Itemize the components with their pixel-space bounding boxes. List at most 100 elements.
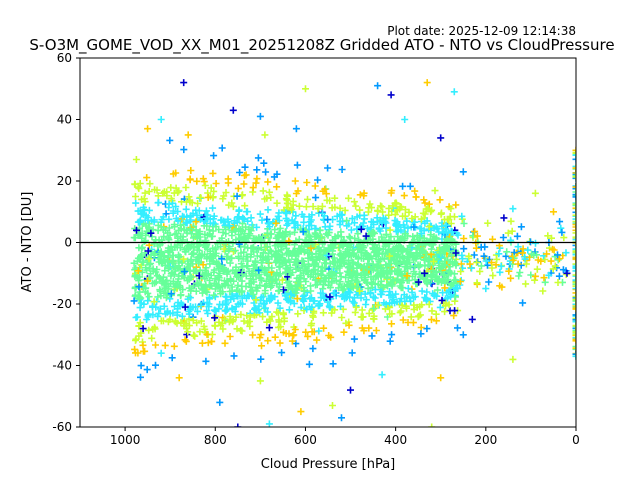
data-point	[278, 276, 286, 284]
data-point	[199, 261, 207, 269]
data-point	[375, 225, 383, 233]
data-point	[410, 254, 418, 262]
data-point	[572, 343, 576, 350]
data-point	[186, 225, 194, 233]
data-point	[401, 230, 409, 238]
data-point	[228, 283, 236, 291]
data-point	[452, 261, 460, 269]
data-point	[372, 327, 380, 334]
data-point	[256, 377, 264, 385]
data-point	[283, 295, 291, 303]
data-point	[363, 251, 371, 259]
data-point	[432, 317, 440, 325]
data-point	[572, 264, 576, 272]
data-point	[177, 319, 185, 326]
data-point	[132, 156, 140, 163]
data-point	[283, 221, 291, 229]
data-point	[271, 333, 279, 341]
data-point	[572, 276, 576, 284]
data-point	[291, 177, 299, 185]
data-point	[170, 342, 178, 350]
data-point	[304, 195, 311, 203]
data-point	[265, 420, 273, 427]
data-point	[386, 263, 394, 271]
data-point	[441, 284, 449, 292]
data-point	[295, 235, 303, 243]
data-point	[386, 226, 394, 234]
data-point	[572, 199, 576, 207]
data-point	[258, 256, 266, 264]
data-point	[353, 213, 361, 221]
data-point	[367, 266, 375, 274]
data-point	[445, 247, 453, 255]
data-point	[319, 267, 327, 275]
data-point	[174, 217, 182, 225]
data-point	[380, 254, 388, 262]
data-point	[313, 336, 321, 344]
data-point	[234, 184, 242, 192]
data-point	[319, 309, 327, 317]
data-point	[144, 216, 152, 224]
data-point	[394, 233, 402, 241]
data-point	[340, 328, 348, 336]
data-point	[555, 255, 563, 263]
data-point	[272, 259, 280, 266]
data-point	[421, 256, 428, 264]
data-point	[336, 204, 344, 212]
data-point	[131, 180, 139, 188]
data-point	[264, 206, 272, 214]
data-point	[231, 247, 239, 255]
data-point	[240, 180, 248, 188]
data-point	[337, 273, 345, 281]
data-point	[241, 163, 249, 171]
data-point	[240, 215, 248, 223]
data-point	[324, 231, 332, 239]
data-point	[572, 297, 576, 305]
data-point	[164, 247, 172, 255]
data-point	[273, 269, 281, 277]
data-point	[144, 247, 152, 255]
data-point	[222, 226, 230, 233]
data-point	[149, 302, 156, 310]
data-point	[348, 215, 356, 223]
data-point	[132, 199, 140, 207]
data-point	[263, 318, 271, 326]
data-point	[302, 328, 310, 336]
data-point	[421, 210, 429, 218]
data-point	[504, 229, 512, 237]
data-point	[176, 301, 184, 309]
data-point	[387, 233, 395, 241]
data-point	[302, 263, 310, 271]
data-point	[388, 246, 396, 254]
data-point	[261, 282, 269, 290]
data-point	[351, 219, 358, 227]
data-point	[193, 246, 201, 254]
data-point	[264, 178, 272, 186]
data-point	[231, 308, 239, 315]
data-point	[234, 423, 242, 427]
data-point	[131, 271, 139, 279]
data-point	[427, 231, 435, 239]
data-point	[572, 170, 576, 178]
data-point	[154, 227, 162, 234]
data-point	[324, 216, 332, 224]
data-point	[485, 278, 493, 286]
data-point	[399, 182, 407, 190]
data-point	[169, 277, 177, 285]
data-point	[572, 282, 576, 290]
data-point	[572, 220, 576, 228]
data-point	[182, 184, 190, 191]
data-point	[336, 269, 344, 277]
data-point	[218, 144, 226, 152]
data-point	[136, 319, 144, 327]
data-point	[437, 210, 445, 218]
data-point	[258, 216, 266, 224]
data-point	[244, 262, 252, 270]
data-point	[406, 242, 414, 250]
data-point	[249, 331, 257, 339]
data-point	[208, 252, 216, 260]
data-point	[460, 245, 468, 253]
data-point	[138, 243, 146, 251]
data-point	[360, 219, 367, 227]
data-point	[404, 246, 412, 253]
